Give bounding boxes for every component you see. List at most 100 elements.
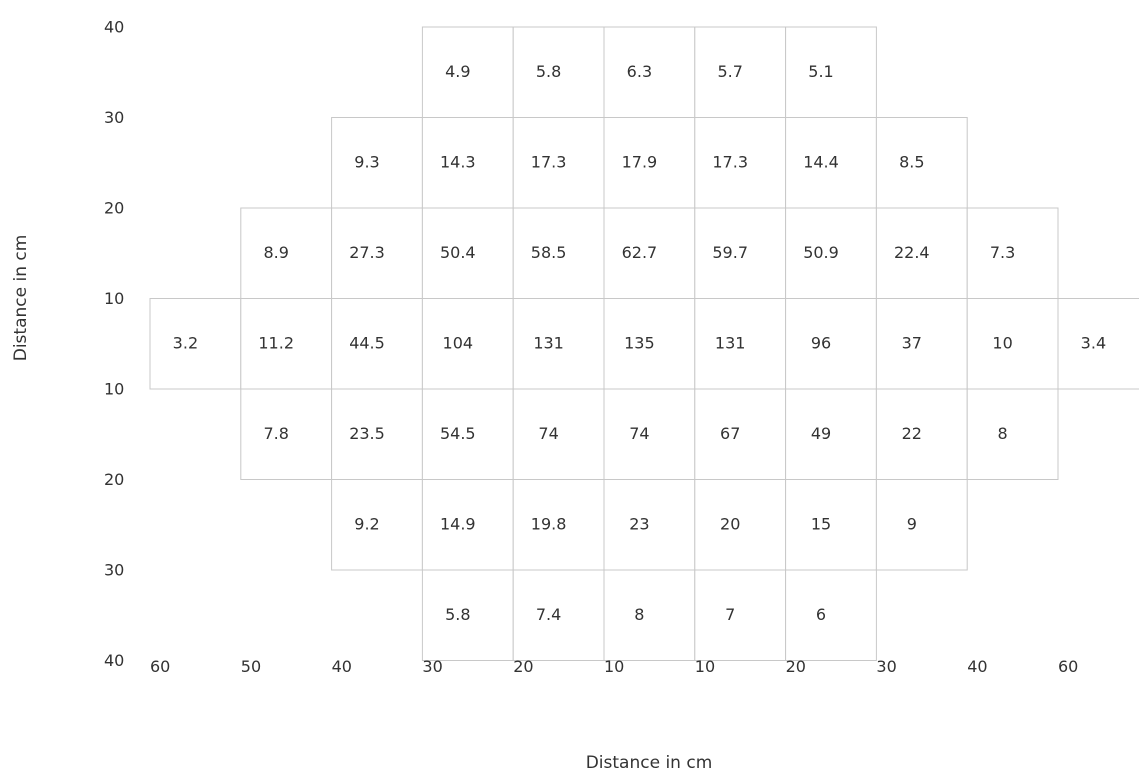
grid-cell xyxy=(694,569,787,661)
cell-value-label: 49 xyxy=(811,424,831,443)
grid-cell xyxy=(875,117,968,209)
cell-value-label: 50.4 xyxy=(440,243,476,262)
cell-value-label: 6 xyxy=(816,605,826,624)
cell-value-label: 9.3 xyxy=(354,152,379,171)
y-tick-label: 40 xyxy=(104,18,124,37)
cell-value-label: 6.3 xyxy=(627,62,652,81)
grid-cell xyxy=(421,207,514,299)
grid-cell xyxy=(603,298,696,390)
cell-value-label: 14.9 xyxy=(440,514,476,533)
x-tick-label: 20 xyxy=(513,657,533,676)
grid-cell xyxy=(421,388,514,480)
cell-value-label: 23 xyxy=(629,514,649,533)
cell-grid: 4.9 5.8 6.3 5.7 5.1 9.3 14.3 17.3 17.9 17.3 14.4 8.… xyxy=(149,26,1139,661)
cell-value-label: 9 xyxy=(907,514,917,533)
x-tick-label: 30 xyxy=(422,657,442,676)
y-tick-label: 20 xyxy=(104,470,124,489)
y-axis-title: Distance in cm xyxy=(11,235,31,362)
grid-cell xyxy=(603,207,696,299)
x-tick-label: 60 xyxy=(1058,657,1078,676)
cell-value-label: 131 xyxy=(715,333,746,352)
grid-cell xyxy=(875,388,968,480)
y-tick-label: 20 xyxy=(104,199,124,218)
grid-cell xyxy=(785,479,877,571)
grid-cell xyxy=(512,388,605,480)
grid-cell xyxy=(421,569,514,661)
cell-value-label: 5.8 xyxy=(445,605,470,624)
cell-value-label: 50.9 xyxy=(803,243,839,262)
cell-value-label: 3.2 xyxy=(173,333,198,352)
cell-value-label: 135 xyxy=(624,333,655,352)
y-axis-ticks: 40 30 20 10 10 20 30 40 xyxy=(104,18,124,671)
cell-value-label: 5.8 xyxy=(536,62,561,81)
cell-value-label: 8.5 xyxy=(899,152,924,171)
cell-value-label: 8 xyxy=(634,605,644,624)
grid-cell xyxy=(421,26,514,118)
cell-value-label: 15 xyxy=(811,514,831,533)
cell-value-label: 7.8 xyxy=(263,424,288,443)
x-tick-label: 20 xyxy=(786,657,806,676)
cell-value-label: 7 xyxy=(725,605,735,624)
grid-cell xyxy=(421,479,514,571)
grid-cell xyxy=(603,479,696,571)
cell-value-label: 44.5 xyxy=(349,333,385,352)
cell-value-label: 14.4 xyxy=(803,152,839,171)
grid-cell xyxy=(694,26,787,118)
grid-cell xyxy=(512,26,605,118)
cell-value-label: 27.3 xyxy=(349,243,385,262)
grid-cell xyxy=(149,298,242,390)
cell-value-label: 54.5 xyxy=(440,424,476,443)
cell-value-label: 3.4 xyxy=(1081,333,1106,352)
x-tick-label: 10 xyxy=(695,657,715,676)
y-tick-label: 10 xyxy=(104,380,124,399)
cell-value-label: 74 xyxy=(629,424,649,443)
grid-cell xyxy=(512,207,605,299)
grid-cell xyxy=(421,298,514,390)
grid-cell xyxy=(512,569,605,661)
x-axis-title: Distance in cm xyxy=(586,753,713,771)
grid-cell xyxy=(240,207,333,299)
x-tick-label: 50 xyxy=(241,657,261,676)
grid-cell xyxy=(785,26,877,118)
x-tick-label: 10 xyxy=(604,657,624,676)
grid-cell xyxy=(785,207,877,299)
grid-cell xyxy=(512,117,605,209)
cell-value-label: 5.7 xyxy=(717,62,742,81)
cell-value-label: 22 xyxy=(902,424,922,443)
cell-value-label: 74 xyxy=(538,424,558,443)
grid-cell xyxy=(694,117,787,209)
cell-value-label: 9.2 xyxy=(354,514,379,533)
grid-cell xyxy=(240,388,333,480)
cell-value-label: 17.9 xyxy=(622,152,658,171)
cell-value-label: 37 xyxy=(902,333,922,352)
x-tick-label: 40 xyxy=(967,657,987,676)
cell-value-label: 96 xyxy=(811,333,831,352)
cell-value-label: 62.7 xyxy=(622,243,658,262)
grid-cell xyxy=(331,207,423,299)
grid-cell xyxy=(240,298,333,390)
grid-cell xyxy=(1057,298,1139,390)
cell-value-label: 11.2 xyxy=(258,333,294,352)
x-axis-ticks: 60 50 40 30 20 10 10 20 30 40 60 xyxy=(150,657,1078,676)
cell-value-label: 131 xyxy=(533,333,564,352)
y-tick-label: 30 xyxy=(104,108,124,127)
grid-cell xyxy=(785,569,877,661)
cell-value-label: 59.7 xyxy=(712,243,748,262)
grid-cell xyxy=(694,298,787,390)
cell-value-label: 20 xyxy=(720,514,740,533)
cell-value-label: 17.3 xyxy=(531,152,567,171)
grid-cell xyxy=(694,207,787,299)
cell-value-label: 67 xyxy=(720,424,740,443)
grid-cell xyxy=(966,388,1059,480)
cell-value-label: 5.1 xyxy=(808,62,833,81)
y-tick-label: 10 xyxy=(104,289,124,308)
cell-value-label: 7.3 xyxy=(990,243,1015,262)
grid-cell xyxy=(603,26,696,118)
cell-value-label: 8.9 xyxy=(263,243,288,262)
grid-cell xyxy=(966,298,1059,390)
grid-cell xyxy=(331,479,423,571)
grid-cell xyxy=(603,569,696,661)
cell-value-label: 23.5 xyxy=(349,424,385,443)
cell-value-label: 10 xyxy=(992,333,1012,352)
